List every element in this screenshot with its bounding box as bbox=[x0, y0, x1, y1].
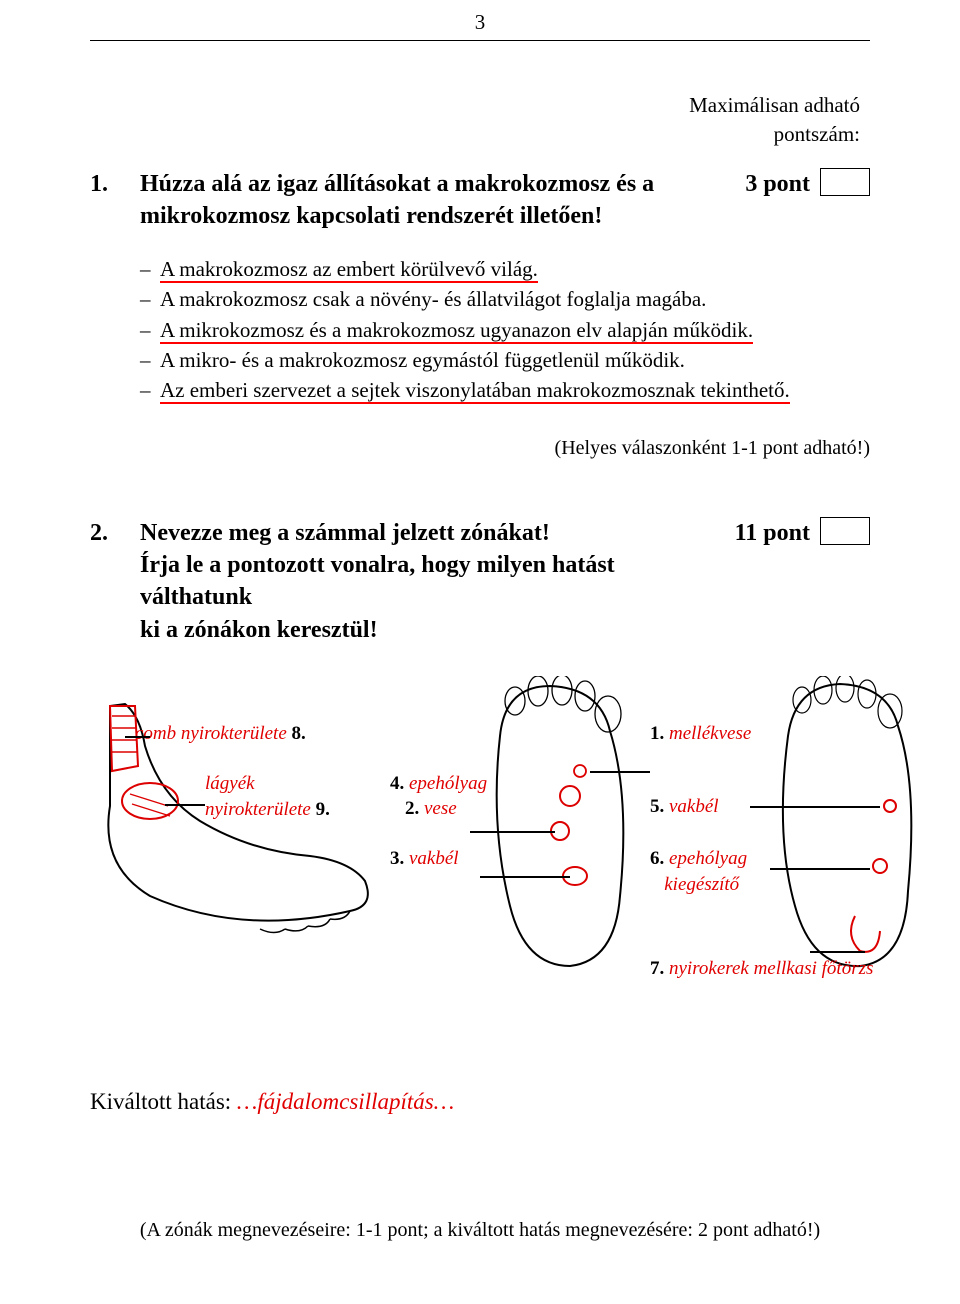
label-7: 7. nyirokerek mellkasi főtörzs bbox=[650, 956, 873, 982]
arrow-9 bbox=[165, 804, 205, 806]
q1-number: 1. bbox=[90, 168, 140, 200]
q1-stmt-5-text: Az emberi szervezet a sejtek viszonylatá… bbox=[160, 378, 790, 404]
q2-points-text: 11 pont bbox=[735, 517, 810, 549]
arrow-8 bbox=[125, 736, 150, 738]
q1-title-line2: mikrokozmosz kapcsolati rendszerét illet… bbox=[140, 203, 602, 229]
label-9: lágyék nyirokterülete 9. bbox=[205, 771, 330, 822]
max-points-label: Maximálisan adható pontszám: bbox=[90, 41, 870, 148]
q2-points: 11 pont bbox=[720, 517, 870, 549]
q1-stmt-1-text: A makrokozmosz az embert körülvevő világ… bbox=[160, 257, 538, 283]
label-9-num: 9. bbox=[316, 799, 330, 820]
page-number: 3 bbox=[90, 0, 870, 36]
q2-score-box[interactable] bbox=[820, 517, 870, 545]
q1-score-box[interactable] bbox=[820, 168, 870, 196]
label-2-num: 2. bbox=[405, 798, 419, 819]
label-8-num: 8. bbox=[292, 723, 306, 744]
label-3: 3. vakbél bbox=[390, 846, 459, 872]
triggered-effect: Kiváltott hatás: …fájdalomcsillapítás… bbox=[90, 1086, 870, 1117]
q1-stmt-3: A mikrokozmosz és a makrokozmosz ugyanaz… bbox=[140, 316, 870, 344]
label-1-num: 1. bbox=[650, 723, 664, 744]
q1-points: 3 pont bbox=[720, 168, 870, 200]
q2-number: 2. bbox=[90, 517, 140, 549]
q1-title-line1: Húzza alá az igaz állításokat a makrokoz… bbox=[140, 171, 654, 197]
max-points-line1: Maximálisan adható bbox=[689, 93, 860, 117]
q2-scoring-note: (A zónák megnevezéseire: 1-1 pont; a kiv… bbox=[90, 1217, 870, 1244]
label-7-num: 7. bbox=[650, 958, 664, 979]
label-6: 6. epehólyag kiegészítő bbox=[650, 846, 747, 897]
question-1: 1. Húzza alá az igaz állításokat a makro… bbox=[90, 168, 870, 233]
label-6-num: 6. bbox=[650, 848, 664, 869]
label-4: 4. epehólyag bbox=[390, 771, 487, 797]
label-9-text1: lágyék bbox=[205, 773, 255, 794]
label-4-text: epehólyag bbox=[409, 773, 487, 794]
q1-statements: A makrokozmosz az embert körülvevő világ… bbox=[90, 255, 870, 405]
label-5-text: vakbél bbox=[669, 796, 719, 817]
q1-points-text: 3 pont bbox=[745, 168, 810, 200]
label-8-text: comb nyirokterülete bbox=[135, 723, 287, 744]
label-1: 1. mellékvese bbox=[650, 721, 751, 747]
label-2: 2. vese bbox=[405, 796, 457, 822]
q2-title-line3: ki a zónákon keresztül! bbox=[140, 617, 378, 643]
arrow-3 bbox=[480, 876, 570, 878]
label-6-text2: kiegészítő bbox=[664, 874, 739, 895]
page-content: 3 Maximálisan adható pontszám: 1. Húzza … bbox=[0, 0, 960, 1304]
q1-stmt-4-text: A mikro- és a makrokozmosz egymástól füg… bbox=[160, 348, 685, 372]
q2-body: Nevezze meg a számmal jelzett zónákat! Í… bbox=[140, 517, 720, 647]
triggered-effect-label: Kiváltott hatás: bbox=[90, 1089, 237, 1114]
label-2-text: vese bbox=[424, 798, 457, 819]
label-1-text: mellékvese bbox=[669, 723, 751, 744]
q1-body: Húzza alá az igaz állításokat a makrokoz… bbox=[140, 168, 720, 233]
q1-stmt-2-text: A makrokozmosz csak a növény- és állatvi… bbox=[160, 287, 706, 311]
label-3-num: 3. bbox=[390, 848, 404, 869]
foot-sole-icon bbox=[460, 676, 650, 976]
label-3-text: vakbél bbox=[409, 848, 459, 869]
label-7-text: nyirokerek mellkasi főtörzs bbox=[669, 958, 873, 979]
q2-title-line2: Írja le a pontozott vonalra, hogy milyen… bbox=[140, 552, 615, 610]
question-2: 2. Nevezze meg a számmal jelzett zónákat… bbox=[90, 517, 870, 647]
label-8: comb nyirokterülete 8. bbox=[135, 721, 306, 747]
label-5: 5. vakbél bbox=[650, 794, 719, 820]
q1-stmt-4: A mikro- és a makrokozmosz egymástól füg… bbox=[140, 346, 870, 374]
q1-stmt-3-text: A mikrokozmosz és a makrokozmosz ugyanaz… bbox=[160, 318, 753, 344]
max-points-line2: pontszám: bbox=[774, 122, 860, 146]
foot-top-icon bbox=[740, 676, 940, 976]
arrow-6 bbox=[770, 868, 870, 870]
q2-title-line1: Nevezze meg a számmal jelzett zónákat! bbox=[140, 520, 550, 546]
q1-helper: (Helyes válaszonként 1-1 pont adható!) bbox=[90, 435, 870, 462]
arrow-5 bbox=[750, 806, 880, 808]
label-9-text2: nyirokterülete bbox=[205, 799, 311, 820]
arrow-1 bbox=[590, 771, 650, 773]
q2-diagram: comb nyirokterülete 8. lágyék nyirokterü… bbox=[90, 676, 870, 1006]
label-6-text1: epehólyag bbox=[669, 848, 747, 869]
arrow-7 bbox=[810, 951, 865, 953]
label-4-num: 4. bbox=[390, 773, 404, 794]
triggered-effect-answer: …fájdalomcsillapítás… bbox=[237, 1089, 454, 1114]
q1-stmt-2: A makrokozmosz csak a növény- és állatvi… bbox=[140, 285, 870, 313]
q1-stmt-1: A makrokozmosz az embert körülvevő világ… bbox=[140, 255, 870, 283]
label-5-num: 5. bbox=[650, 796, 664, 817]
q1-stmt-5: Az emberi szervezet a sejtek viszonylatá… bbox=[140, 376, 870, 404]
arrow-2 bbox=[470, 831, 555, 833]
